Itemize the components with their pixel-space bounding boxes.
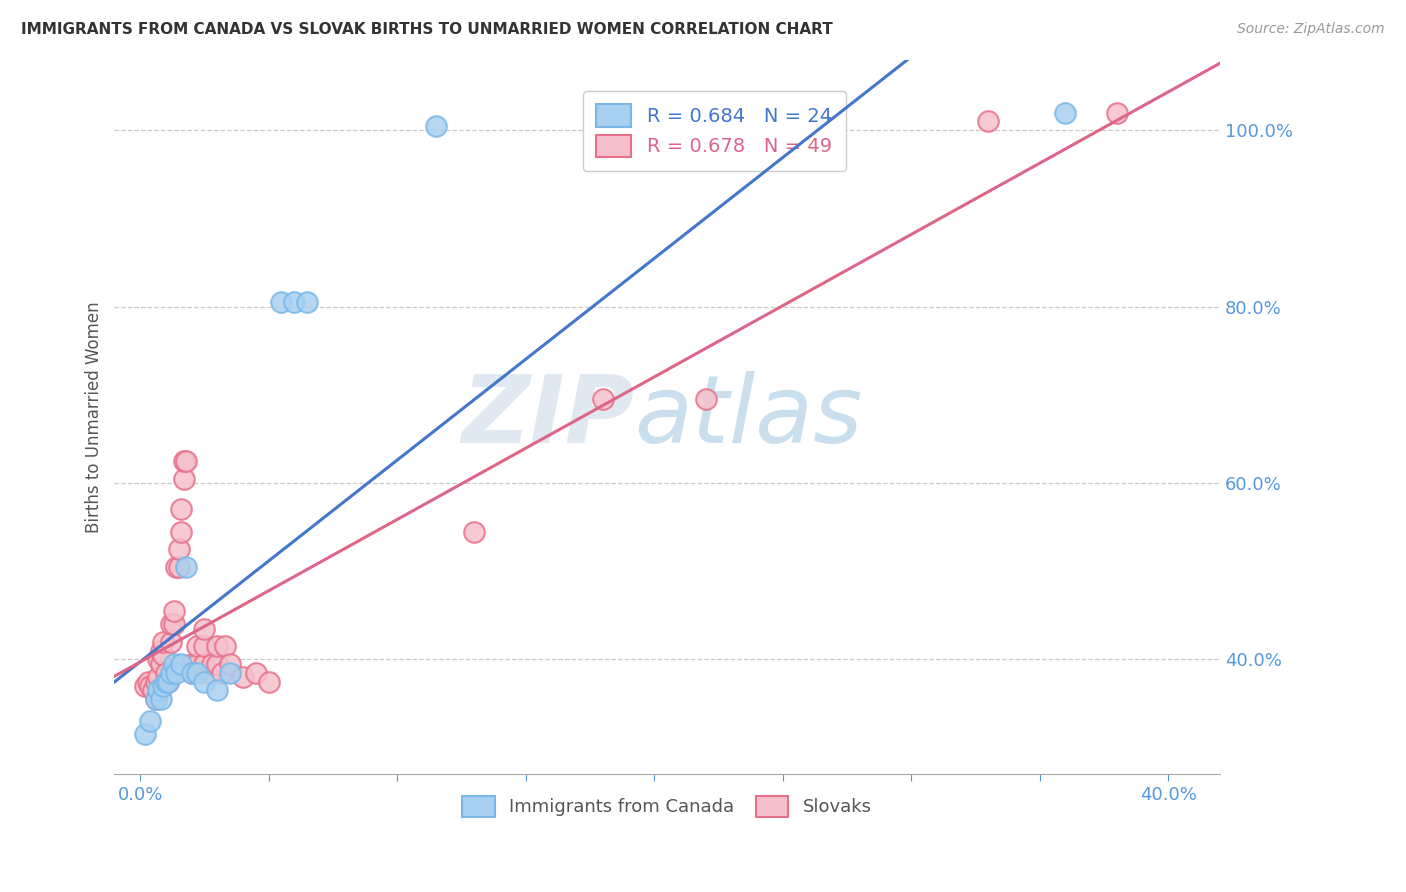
Point xyxy=(134,727,156,741)
Point xyxy=(186,665,208,680)
Point xyxy=(977,114,1000,128)
Point xyxy=(198,665,221,680)
Point xyxy=(207,683,229,698)
Point xyxy=(592,392,614,407)
Text: Source: ZipAtlas.com: Source: ZipAtlas.com xyxy=(1237,22,1385,37)
Point xyxy=(139,679,162,693)
Point xyxy=(145,692,167,706)
Point xyxy=(149,643,172,657)
Y-axis label: Births to Unmarried Women: Births to Unmarried Women xyxy=(86,301,103,533)
Point xyxy=(463,524,485,539)
Point xyxy=(180,665,202,680)
Point xyxy=(176,454,198,468)
Point xyxy=(155,674,177,689)
Point xyxy=(257,674,280,689)
Point xyxy=(145,674,167,689)
Point xyxy=(1054,105,1077,120)
Point xyxy=(146,670,169,684)
Legend: Immigrants from Canada, Slovaks: Immigrants from Canada, Slovaks xyxy=(453,787,882,826)
Point xyxy=(162,617,184,632)
Text: ZIP: ZIP xyxy=(461,371,634,463)
Point xyxy=(823,114,845,128)
Point xyxy=(186,639,208,653)
Point xyxy=(146,652,169,666)
Text: IMMIGRANTS FROM CANADA VS SLOVAK BIRTHS TO UNMARRIED WOMEN CORRELATION CHART: IMMIGRANTS FROM CANADA VS SLOVAK BIRTHS … xyxy=(21,22,832,37)
Point xyxy=(152,635,174,649)
Point xyxy=(695,392,717,407)
Point xyxy=(219,657,242,671)
Point xyxy=(232,670,254,684)
Point xyxy=(295,295,318,310)
Point xyxy=(136,674,159,689)
Point xyxy=(211,665,233,680)
Point xyxy=(149,692,172,706)
Point xyxy=(170,657,193,671)
Point xyxy=(160,635,183,649)
Point xyxy=(155,674,177,689)
Point xyxy=(186,657,208,671)
Point xyxy=(149,657,172,671)
Point xyxy=(201,657,224,671)
Point xyxy=(155,665,177,680)
Point xyxy=(173,454,195,468)
Point xyxy=(145,692,167,706)
Point xyxy=(157,674,180,689)
Point xyxy=(180,657,202,671)
Point xyxy=(425,119,447,133)
Point xyxy=(162,604,184,618)
Point xyxy=(245,665,267,680)
Point xyxy=(152,679,174,693)
Point xyxy=(193,622,215,636)
Text: atlas: atlas xyxy=(634,371,862,462)
Point xyxy=(146,683,169,698)
Point xyxy=(167,542,190,557)
Point xyxy=(193,657,215,671)
Point xyxy=(214,639,236,653)
Point xyxy=(134,679,156,693)
Point xyxy=(193,639,215,653)
Point xyxy=(270,295,292,310)
Point xyxy=(152,648,174,662)
Point xyxy=(1105,105,1128,120)
Point xyxy=(219,665,242,680)
Point xyxy=(160,665,183,680)
Point xyxy=(167,559,190,574)
Point xyxy=(160,617,183,632)
Point xyxy=(207,657,229,671)
Point xyxy=(165,559,187,574)
Point xyxy=(193,674,215,689)
Point xyxy=(142,683,165,698)
Point xyxy=(283,295,305,310)
Point xyxy=(176,559,198,574)
Point xyxy=(170,524,193,539)
Point xyxy=(139,714,162,729)
Point xyxy=(207,639,229,653)
Point xyxy=(157,674,180,689)
Point xyxy=(170,502,193,516)
Point xyxy=(173,472,195,486)
Point xyxy=(180,665,202,680)
Point xyxy=(165,665,187,680)
Point xyxy=(162,657,184,671)
